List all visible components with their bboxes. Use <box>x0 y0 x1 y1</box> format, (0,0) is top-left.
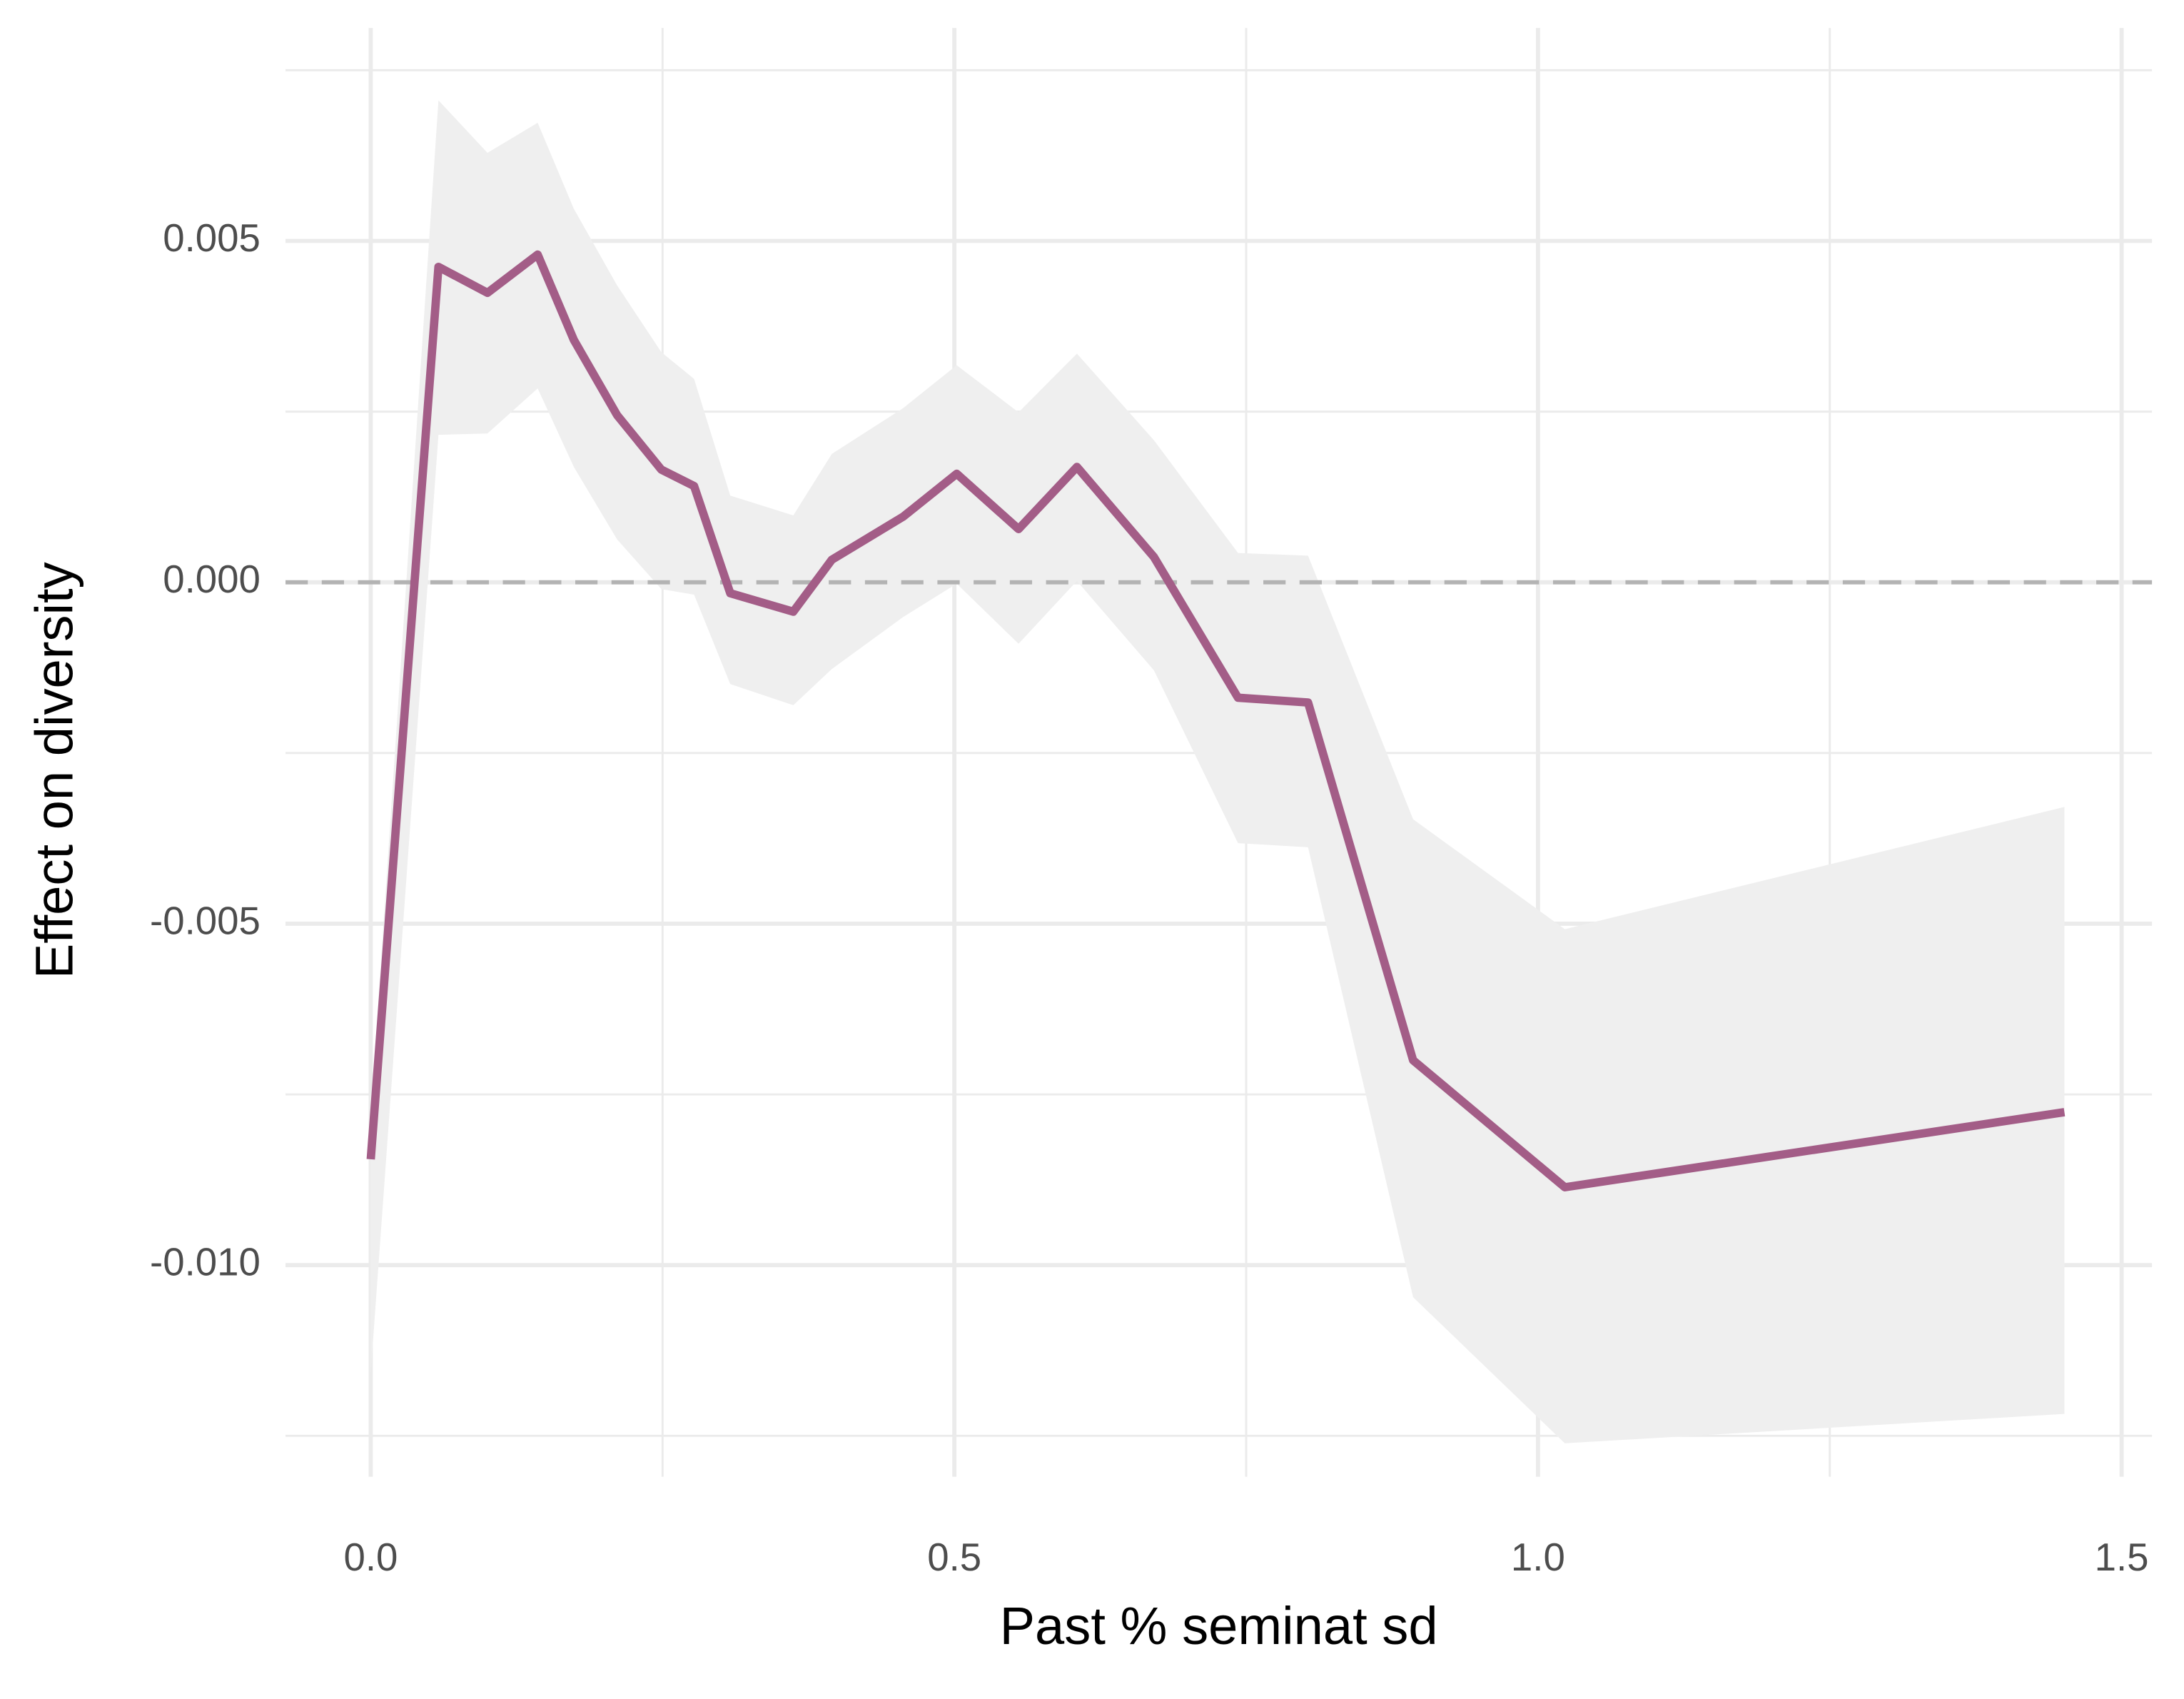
x-axis-title: Past % seminat sd <box>1000 1596 1438 1655</box>
line <box>366 250 2066 1191</box>
x-tick-label: 1.0 <box>1511 1536 1565 1579</box>
y-tick-label: -0.010 <box>150 1241 261 1284</box>
y-tick-label: 0.000 <box>163 558 261 601</box>
y-tick-label: 0.005 <box>163 216 261 260</box>
y-tick-label: -0.005 <box>150 899 261 942</box>
confidence-band <box>370 100 2065 1443</box>
x-tick-label: 1.5 <box>2095 1536 2149 1579</box>
x-tick-label: 0.5 <box>927 1536 981 1579</box>
y-axis-title: Effect on diversity <box>25 562 84 979</box>
x-tick-label: 0.0 <box>343 1536 398 1579</box>
